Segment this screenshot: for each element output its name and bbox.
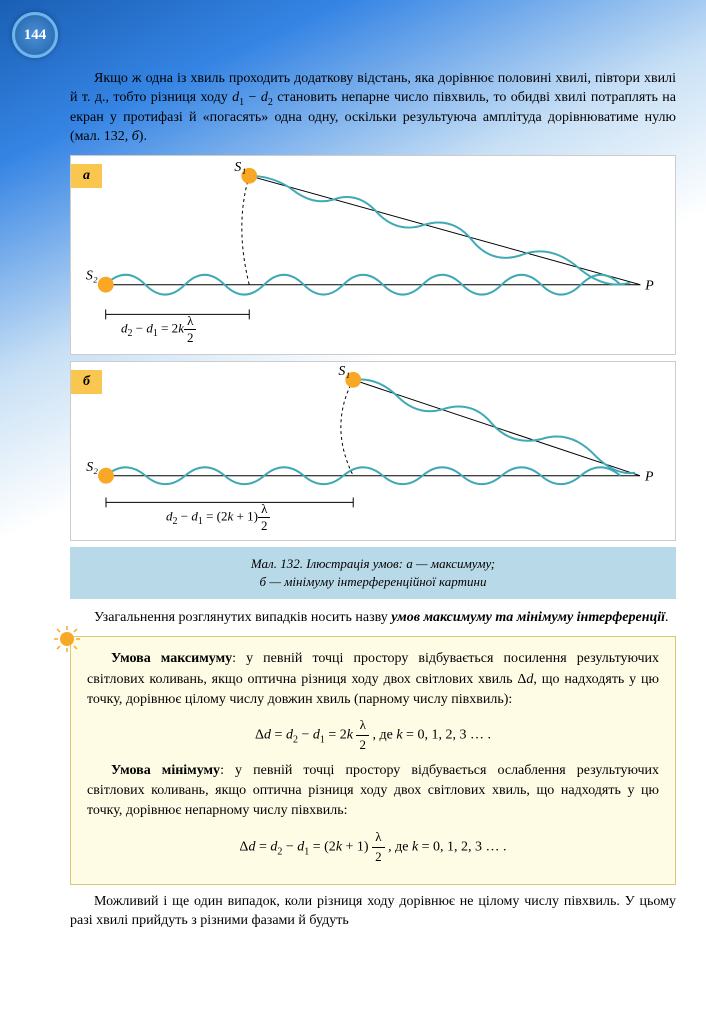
label-p: P bbox=[644, 278, 654, 293]
label-s2: S₂ bbox=[86, 459, 98, 474]
label-s1: S₁ bbox=[338, 363, 350, 378]
max-condition-formula: Δd = d2 − d1 = 2k λ2 , де k = 0, 1, 2, 3… bbox=[87, 716, 659, 755]
figure-caption: Мал. 132. Ілюстрація умов: а — максимуму… bbox=[70, 547, 676, 599]
min-condition-formula: Δd = d2 − d1 = (2k + 1) λ2 , де k = 0, 1… bbox=[87, 828, 659, 867]
sun-icon bbox=[98, 468, 114, 484]
wave-diagram-b: S₁ S₂ P bbox=[71, 362, 675, 540]
max-condition-text: Умова максимуму: у певній точці простору… bbox=[87, 649, 659, 710]
label-p: P bbox=[644, 469, 654, 484]
diagram-a: а S₁ S₂ P d2 − d1 = 2kλ2 bbox=[70, 155, 676, 355]
conditions-box: Умова максимуму: у певній точці простору… bbox=[70, 636, 676, 885]
diagram-a-formula: d2 − d1 = 2kλ2 bbox=[121, 313, 196, 346]
intro-paragraph: Якщо ж одна із хвиль проходить додаткову… bbox=[70, 70, 676, 147]
generalization-paragraph: Узагальнення розглянутих випадків носить… bbox=[70, 609, 676, 628]
diagram-b-formula: d2 − d1 = (2k + 1)λ2 bbox=[166, 501, 270, 534]
label-s2: S₂ bbox=[86, 268, 98, 283]
final-paragraph: Можливий і ще один випадок, коли різниця… bbox=[70, 893, 676, 931]
sun-icon bbox=[53, 625, 81, 653]
diagram-b-label: б bbox=[71, 370, 102, 394]
diagram-b: б S₁ S₂ P d2 − d1 = (2k + 1)λ2 bbox=[70, 361, 676, 541]
page-number-badge: 144 bbox=[12, 12, 58, 58]
diagram-a-label: а bbox=[71, 164, 102, 188]
label-s1: S₁ bbox=[234, 159, 246, 174]
min-condition-text: Умова мінімуму: у певній точці простору … bbox=[87, 761, 659, 822]
main-content: Якщо ж одна із хвиль проходить додаткову… bbox=[70, 70, 676, 939]
sun-icon bbox=[98, 168, 257, 293]
